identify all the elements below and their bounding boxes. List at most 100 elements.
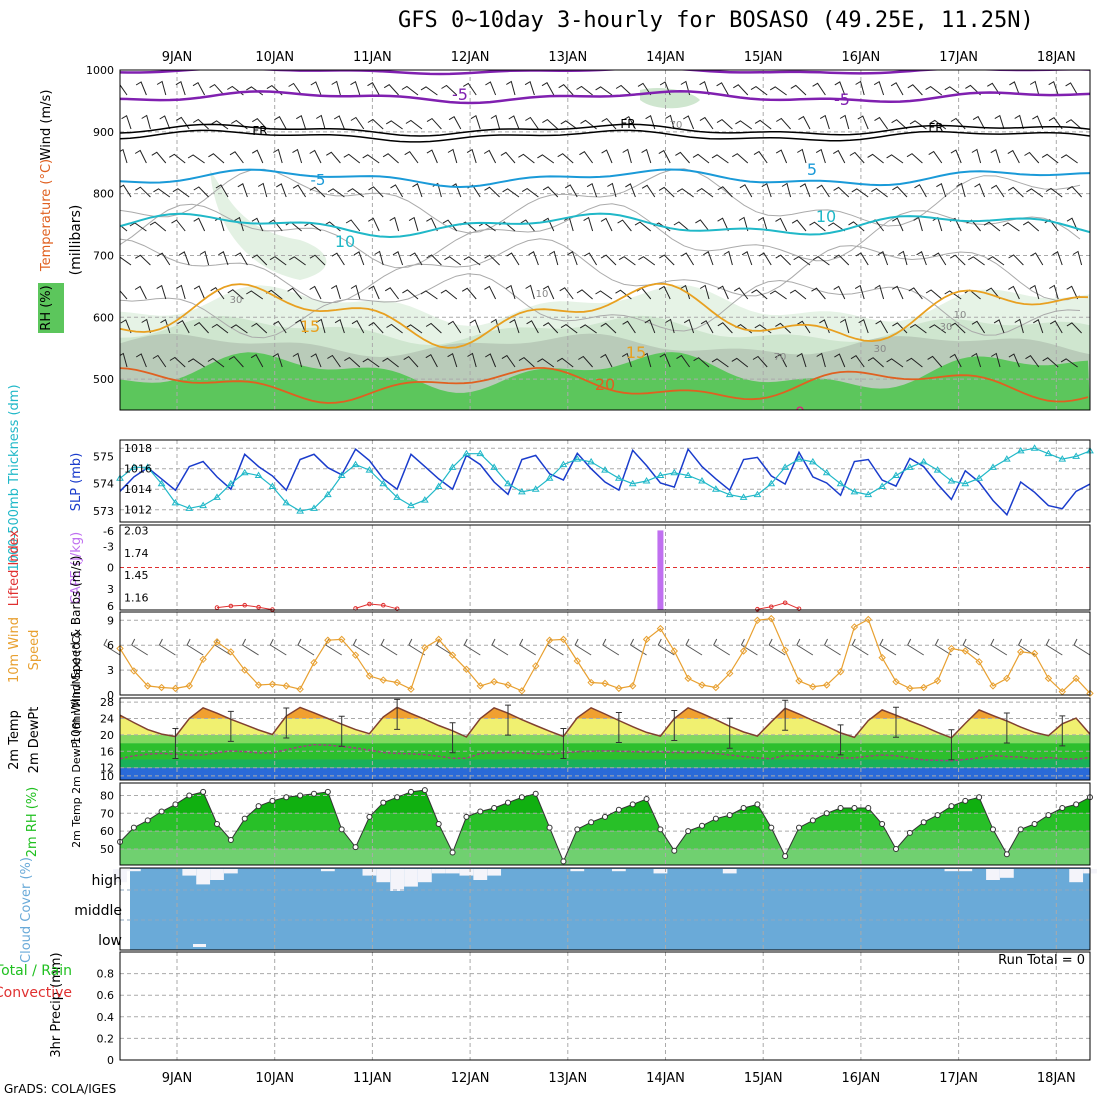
wind-barb <box>600 322 617 334</box>
wind-barb <box>578 355 593 368</box>
wind-barb <box>833 149 846 164</box>
wind-barb <box>368 322 384 334</box>
rh-point <box>158 808 165 815</box>
bottom-date-label: 12JAN <box>451 1071 490 1086</box>
wind-barb <box>447 352 458 368</box>
surface-wind-barb <box>325 638 342 656</box>
wind-barb <box>944 290 962 300</box>
isotherm-label: 10 <box>335 232 355 251</box>
wind-barb <box>502 188 520 198</box>
rh-point <box>380 799 387 806</box>
wind-barb <box>135 186 151 198</box>
wind-barb <box>383 84 399 96</box>
temp-minmax-bar <box>893 706 899 738</box>
thickness-point <box>462 449 471 457</box>
li-ytick: 0 <box>107 562 114 575</box>
thickness-axis-label: 1000-500mb Thickness (dm) <box>7 384 22 571</box>
wind-barb <box>735 120 753 130</box>
wind-barb <box>559 287 574 300</box>
rh-point <box>311 790 317 797</box>
wind-barb <box>169 153 186 164</box>
wind-barb <box>734 287 749 300</box>
wind-barb <box>875 320 889 334</box>
wind-barb <box>525 284 535 300</box>
wind-barb <box>659 254 675 266</box>
slp-ytick: 1014 <box>124 483 152 496</box>
li-point <box>214 605 220 610</box>
thickness-point <box>656 471 665 479</box>
rh-ytick: 60 <box>100 825 114 838</box>
wind-barb <box>971 352 982 368</box>
wind-speed-point <box>989 682 997 690</box>
high-cloud-gap <box>126 869 141 872</box>
cloud-frame <box>119 867 1091 951</box>
cape-ytick: 1.45 <box>124 569 149 582</box>
wind-barb <box>1029 284 1040 300</box>
wind-barb <box>971 148 982 164</box>
rh-point <box>712 815 719 822</box>
wind-barb <box>839 114 850 130</box>
wind-barb <box>828 222 846 232</box>
wind-barb <box>576 289 593 300</box>
rh-point <box>1031 821 1038 827</box>
temp-axis-label-1: 2m Temp <box>7 710 22 770</box>
wind-speed-point <box>629 682 637 690</box>
wind-speed-point <box>670 647 678 655</box>
wind-barb <box>933 252 947 266</box>
rh-point <box>796 824 802 831</box>
wind-barb <box>793 256 811 266</box>
wind-speed-point <box>920 683 928 692</box>
wind-barb <box>467 352 477 368</box>
wind-speed-point <box>365 672 374 680</box>
temp-ytick: 24 <box>100 713 114 726</box>
rh-point <box>532 790 539 797</box>
wind-ytick: 6 <box>107 639 114 652</box>
thickness-point <box>739 493 748 500</box>
wind-barb <box>994 114 1005 130</box>
rh-point <box>851 804 858 811</box>
thickness-point <box>143 463 152 470</box>
wind-barb <box>141 318 151 334</box>
high-cloud-gap <box>1069 869 1084 883</box>
wind-barb <box>1066 285 1079 300</box>
rh-point <box>837 804 844 811</box>
thickness-ytick: 574 <box>93 478 114 491</box>
wind-barb <box>252 118 268 130</box>
wind-barb <box>135 81 147 96</box>
wind-barb <box>834 81 846 96</box>
wind-barb <box>331 284 341 300</box>
wind-barb <box>732 153 749 164</box>
li-point <box>256 604 261 610</box>
wind-barb <box>227 289 244 300</box>
cloud-fill <box>130 868 1090 950</box>
wind-speed-point <box>144 682 152 690</box>
wind-barb <box>857 115 869 130</box>
wind-barb <box>775 322 791 334</box>
wind-barb <box>716 82 729 96</box>
rh-point <box>602 813 608 820</box>
thickness-point <box>393 493 402 500</box>
wind-speed-point <box>753 616 762 625</box>
rh-point <box>865 804 872 811</box>
wind-barb <box>753 150 768 164</box>
li-point <box>782 600 788 606</box>
wind-speed-point <box>254 681 263 689</box>
wind-barb <box>152 354 167 368</box>
wind-barb <box>268 219 283 232</box>
wind-speed-point <box>213 638 221 646</box>
wind-barb <box>276 183 287 198</box>
cape-frame <box>119 524 1091 611</box>
wind-barb <box>789 289 807 300</box>
wind-axis-label: 10m Wind Speed & Barbs (m/s) <box>69 556 83 745</box>
wind-barb <box>548 250 559 266</box>
wind-barb <box>987 256 1005 266</box>
wind-barb <box>287 287 302 300</box>
li-ytick: 3 <box>107 583 114 596</box>
wind-barb <box>309 254 326 266</box>
bottom-date-label: 18JAN <box>1037 1071 1076 1086</box>
wind-barb <box>738 216 749 232</box>
precip-ytick: 0.6 <box>97 989 115 1002</box>
wind-barb <box>141 114 151 130</box>
surface-wind-barb <box>962 638 980 656</box>
rh-point <box>1073 801 1080 808</box>
